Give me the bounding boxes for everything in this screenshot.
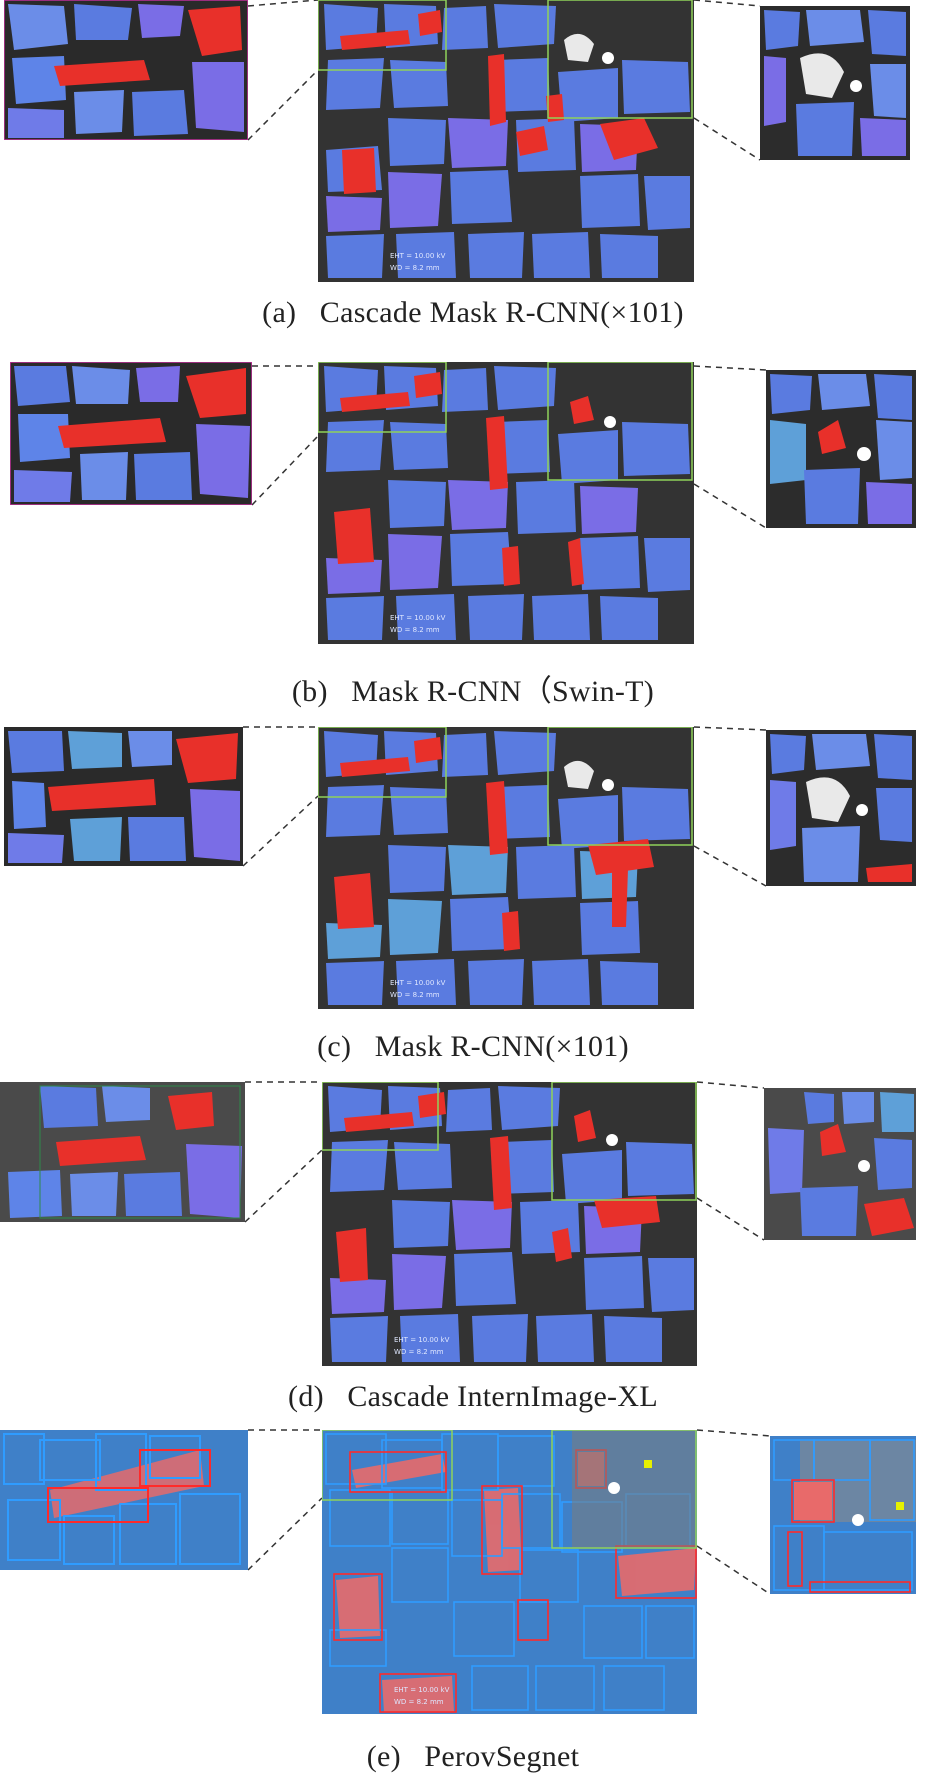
caption-method: Cascade InternImage-XL	[347, 1380, 658, 1413]
svg-text:WD = 8.2 mm: WD = 8.2 mm	[390, 991, 440, 999]
caption-c: (c) Mask R-CNN(×101)	[0, 1030, 946, 1064]
caption-method: PerovSegnet	[424, 1740, 580, 1773]
row-b-main-image: EHT = 10.00 kV WD = 8.2 mm	[318, 362, 694, 644]
svg-text:WD = 8.2 mm: WD = 8.2 mm	[394, 1698, 444, 1706]
row-b-right-zoom-image	[766, 370, 916, 528]
row-e-right-zoom-image	[770, 1436, 916, 1594]
svg-text:WD = 8.2 mm: WD = 8.2 mm	[394, 1348, 444, 1356]
caption-letter: (b)	[291, 675, 328, 708]
svg-text:EHT = 10.00 kV: EHT = 10.00 kV	[394, 1336, 450, 1344]
caption-letter: (c)	[317, 1030, 352, 1063]
row-b-left-zoom-image	[10, 362, 252, 505]
row-e-main-image: EHT = 10.00 kV WD = 8.2 mm	[322, 1430, 697, 1714]
row-a-right-zoom-image	[760, 6, 910, 160]
caption-a: (a) Cascade Mask R-CNN(×101)	[0, 296, 946, 330]
row-d-right-zoom-image	[764, 1088, 916, 1240]
caption-letter: (d)	[288, 1380, 324, 1413]
caption-b: (b) Mask R-CNN（Swin-T)	[0, 666, 946, 710]
caption-method: Mask R-CNN(×101)	[374, 1030, 629, 1063]
row-c-right-zoom-image	[766, 730, 916, 886]
caption-letter: (e)	[366, 1740, 401, 1773]
row-c-main-image: EHT = 10.00 kV WD = 8.2 mm	[318, 727, 694, 1009]
svg-text:WD = 8.2 mm: WD = 8.2 mm	[390, 626, 440, 634]
caption-letter: (a)	[262, 296, 297, 329]
row-d-main-image: EHT = 10.00 kV WD = 8.2 mm	[322, 1082, 697, 1366]
row-a-main-image: EHT = 10.00 kV WD = 8.2 mm	[318, 0, 694, 282]
row-d-left-zoom-image	[0, 1082, 245, 1222]
svg-text:EHT = 10.00 kV: EHT = 10.00 kV	[390, 979, 446, 987]
svg-text:WD = 8.2 mm: WD = 8.2 mm	[390, 264, 440, 272]
row-e-left-zoom-image	[0, 1430, 248, 1570]
svg-text:EHT = 10.00 kV: EHT = 10.00 kV	[394, 1686, 450, 1694]
row-c-left-zoom-image	[4, 727, 243, 866]
caption-method: Cascade Mask R-CNN(×101)	[319, 296, 684, 329]
caption-e: (e) PerovSegnet	[0, 1740, 946, 1774]
svg-text:EHT = 10.00 kV: EHT = 10.00 kV	[390, 614, 446, 622]
row-a-left-zoom-image	[4, 0, 248, 140]
caption-d: (d) Cascade InternImage-XL	[0, 1380, 946, 1414]
svg-text:EHT = 10.00 kV: EHT = 10.00 kV	[390, 252, 446, 260]
caption-method: Mask R-CNN（Swin-T)	[351, 675, 655, 708]
